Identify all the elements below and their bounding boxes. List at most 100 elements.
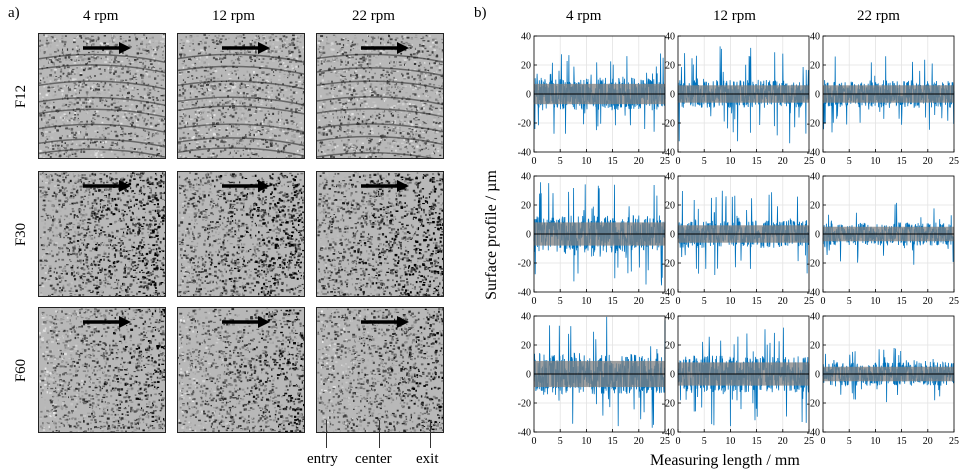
x-tick-label: 0: [821, 296, 826, 307]
panel-a-col-4rpm: 4 rpm: [83, 8, 119, 24]
x-tick-label: 20: [634, 436, 644, 447]
groove-streak: [317, 80, 443, 90]
x-tick-label: 25: [804, 156, 814, 167]
groove-streak: [178, 65, 304, 75]
groove-streak: [317, 123, 443, 133]
y-tick-label: -40: [807, 428, 820, 439]
surface-image-F12-12rpm: [177, 33, 305, 159]
x-tick-label: 0: [821, 156, 826, 167]
profile-plot-F12-12rpm: -40 -20 0 20 40 0 5 10 15 20 25: [654, 32, 815, 175]
y-tick-label: -40: [518, 288, 531, 299]
x-tick-label: 5: [847, 436, 852, 447]
y-tick-label: 0: [670, 370, 675, 381]
x-tick-label: 15: [608, 296, 618, 307]
direction-arrow-icon: [119, 180, 131, 192]
y-tick-label: 20: [521, 61, 531, 72]
x-tick-label: 5: [558, 296, 563, 307]
surface-image-F60-4rpm: [38, 307, 166, 433]
x-tick-label: 5: [558, 436, 563, 447]
profile-plot-F60-22rpm: -40 -20 0 20 40 0 5 10 15 20 25: [799, 312, 960, 455]
x-tick-label: 10: [581, 156, 591, 167]
y-tick-label: 0: [815, 90, 820, 101]
x-tick-label: 15: [752, 296, 762, 307]
x-tick-label: 20: [923, 296, 933, 307]
groove-streak: [178, 123, 304, 133]
y-tick-label: 40: [810, 32, 820, 43]
y-tick-label: 0: [526, 370, 531, 381]
y-tick-label: 40: [665, 312, 675, 323]
x-tick-label: 0: [676, 156, 681, 167]
x-tick-label: 5: [702, 296, 707, 307]
x-tick-label: 5: [702, 156, 707, 167]
x-tick-label: 20: [634, 156, 644, 167]
x-tick-label: 10: [725, 296, 735, 307]
y-tick-label: -40: [518, 148, 531, 159]
x-tick-label: 10: [870, 156, 880, 167]
x-tick-label: 20: [923, 436, 933, 447]
y-tick-label: -40: [662, 288, 675, 299]
groove-streak: [317, 53, 443, 63]
y-tick-label: 40: [810, 312, 820, 323]
y-tick-label: -40: [807, 148, 820, 159]
y-tick-label: 40: [521, 32, 531, 43]
x-tick-label: 15: [897, 436, 907, 447]
x-tick-label: 5: [847, 296, 852, 307]
x-tick-label: 15: [752, 436, 762, 447]
x-tick-label: 5: [702, 436, 707, 447]
x-tick-label: 25: [660, 296, 670, 307]
y-tick-label: 20: [665, 341, 675, 352]
panel-b-col-4rpm: 4 rpm: [566, 8, 602, 24]
x-tick-label: 15: [608, 436, 618, 447]
groove-streak: [317, 96, 443, 106]
groove-streak: [178, 105, 304, 115]
y-tick-label: -20: [807, 399, 820, 410]
surface-image-F12-4rpm: [38, 33, 166, 159]
label-center: center: [355, 451, 392, 467]
y-tick-label: 0: [526, 230, 531, 241]
panel-b-tag: b): [474, 5, 487, 21]
groove-streak: [39, 53, 165, 64]
groove-streak: [317, 108, 443, 118]
surface-image-F60-22rpm: [316, 307, 444, 433]
groove-streak: [39, 148, 165, 158]
position-marker-line: [430, 420, 431, 448]
panel-b-col-12rpm: 12 rpm: [713, 8, 756, 24]
x-tick-label: 0: [532, 156, 537, 167]
direction-arrow-icon: [119, 316, 131, 328]
y-tick-label: -40: [662, 428, 675, 439]
x-tick-label: 5: [847, 156, 852, 167]
groove-streak: [39, 138, 165, 148]
y-tick-label: 20: [665, 201, 675, 212]
x-tick-label: 10: [725, 156, 735, 167]
x-axis-label: Measuring length / mm: [650, 452, 800, 469]
x-tick-label: 20: [923, 156, 933, 167]
groove-streak: [39, 96, 165, 107]
surface-image-F30-22rpm: [316, 171, 444, 297]
panel-a-row-F30: F30: [13, 222, 30, 247]
x-tick-label: 10: [870, 436, 880, 447]
y-tick-label: 40: [521, 312, 531, 323]
surface-image-F30-4rpm: [38, 171, 166, 297]
x-tick-label: 0: [676, 436, 681, 447]
y-tick-label: 0: [526, 90, 531, 101]
y-tick-label: 0: [815, 230, 820, 241]
x-tick-label: 15: [897, 156, 907, 167]
label-exit: exit: [416, 451, 439, 467]
direction-arrow-icon: [258, 42, 270, 54]
groove-streak: [39, 123, 165, 133]
x-tick-label: 10: [870, 296, 880, 307]
y-tick-label: -20: [518, 119, 531, 130]
x-tick-label: 25: [804, 436, 814, 447]
groove-streak: [39, 108, 165, 118]
x-tick-label: 0: [532, 436, 537, 447]
position-marker-line: [379, 420, 380, 448]
y-tick-label: -40: [518, 428, 531, 439]
x-tick-label: 20: [778, 156, 788, 167]
groove-streak: [178, 147, 304, 157]
profile-plot-F60-12rpm: -40 -20 0 20 40 0 5 10 15 20 25: [654, 312, 815, 455]
direction-arrow-icon: [258, 180, 270, 192]
y-tick-label: -20: [807, 259, 820, 270]
y-tick-label: -20: [518, 259, 531, 270]
y-tick-label: -20: [662, 119, 675, 130]
panel-a-row-F12: F12: [13, 84, 30, 109]
